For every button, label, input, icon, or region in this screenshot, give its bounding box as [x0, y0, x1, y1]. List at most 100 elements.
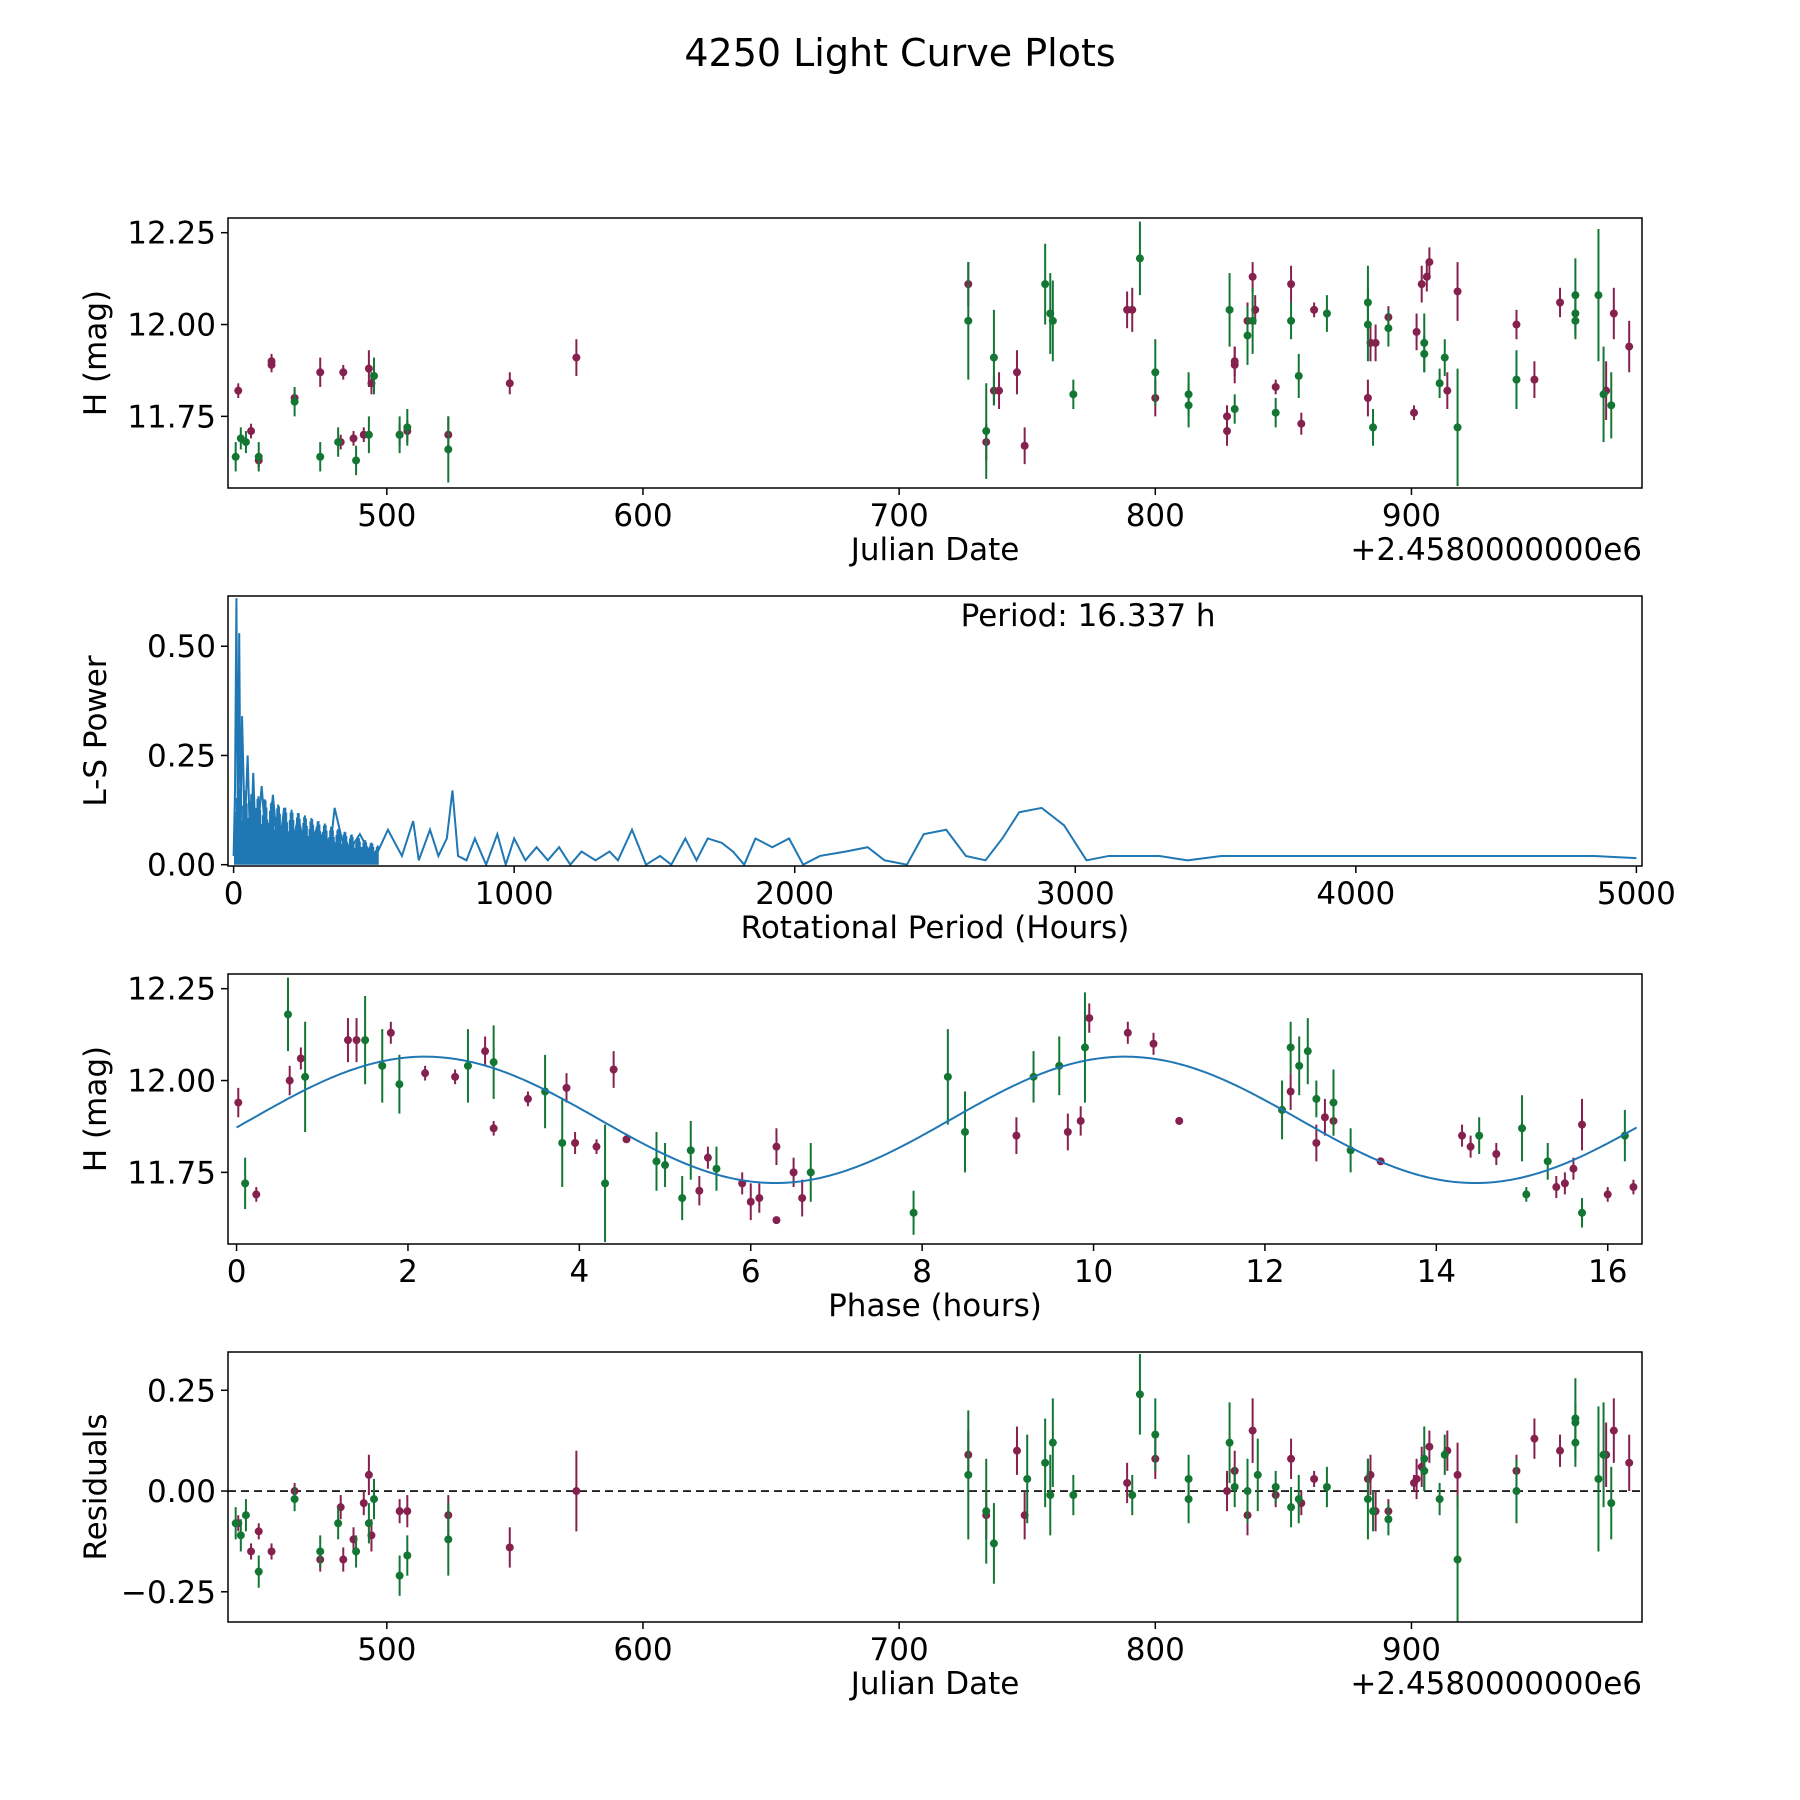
lightcurve-xtick-label-3: 800 — [1126, 498, 1185, 534]
lightcurve-filter_b-point-13 — [964, 316, 973, 325]
residuals-filter_b-point-31 — [1287, 1503, 1296, 1512]
residuals-filter_b-point-47 — [1599, 1450, 1608, 1459]
residuals-filter_b-point-35 — [1369, 1507, 1378, 1516]
folded-filter_b-point-10 — [601, 1179, 610, 1188]
folded-filter_b-point-7 — [489, 1058, 498, 1067]
residuals-filter_b-point-11 — [403, 1551, 412, 1560]
folded-plot-area — [234, 977, 1638, 1243]
periodogram-plot-area — [232, 598, 1637, 866]
residuals-filter_b-point-1 — [236, 1531, 245, 1540]
residuals-filter_b-point-15 — [989, 1539, 998, 1548]
lightcurve-filter_b-point-40 — [1453, 423, 1462, 432]
folded-filter_a-point-26 — [1012, 1131, 1021, 1140]
folded-filter_b-point-25 — [1295, 1061, 1304, 1070]
folded-filter_a-point-6 — [386, 1028, 395, 1037]
lightcurve-filter_b-point-14 — [982, 427, 991, 436]
lightcurve-panel: 500 600 700 800 900 11.75 12.00 12.25 Julian Dat… — [78, 216, 1643, 568]
residuals-filter_b-point-39 — [1435, 1495, 1444, 1504]
residuals-filter_a-point-43 — [1556, 1446, 1565, 1455]
lightcurve-filter_b-point-18 — [1048, 316, 1057, 325]
lightcurve-filter_b-point-7 — [352, 456, 361, 465]
periodogram-xtick-label-2: 2000 — [755, 876, 834, 912]
residuals-filter_a-point-12 — [395, 1507, 404, 1516]
residuals-filter_b-point-4 — [290, 1495, 299, 1504]
residuals-filter_b-point-6 — [334, 1519, 343, 1528]
folded-filter_a-point-1 — [252, 1190, 261, 1199]
residuals-filter_b-point-9 — [370, 1495, 379, 1504]
residuals-filter_b-point-46 — [1594, 1474, 1603, 1483]
lightcurve-filter_b-point-33 — [1363, 320, 1372, 329]
folded-filter_a-point-38 — [1458, 1131, 1467, 1140]
residuals-filter_b-point-5 — [316, 1547, 325, 1556]
residuals-filter_b-point-32 — [1294, 1495, 1303, 1504]
folded-filter_a-point-24 — [789, 1168, 798, 1177]
lightcurve-filter_a-point-21 — [995, 386, 1004, 395]
lightcurve-filter_b-point-3 — [254, 452, 263, 461]
residuals-filter_b-point-12 — [444, 1535, 453, 1544]
lightcurve-filter_a-point-23 — [1020, 441, 1029, 450]
folded-filter_a-point-12 — [562, 1083, 571, 1092]
folded-filter_a-point-18 — [703, 1153, 712, 1162]
periodogram-ytick-label-1: 0.25 — [147, 738, 216, 774]
residuals-filter_a-point-3 — [267, 1547, 276, 1556]
residuals-filter_b-point-36 — [1384, 1515, 1393, 1524]
folded-filter_a-point-33 — [1286, 1087, 1295, 1096]
residuals-filter_b-point-38 — [1420, 1466, 1429, 1475]
folded-filter_a-point-5 — [352, 1036, 361, 1045]
periodogram-xtick-label-0: 0 — [224, 876, 244, 912]
folded-filter_a-point-16 — [622, 1135, 631, 1144]
residuals-filter_a-point-38 — [1425, 1442, 1434, 1451]
folded-filter_a-point-40 — [1492, 1150, 1501, 1158]
folded-ytick-label-1: 12.00 — [127, 1064, 216, 1100]
folded-filter_a-point-45 — [1603, 1190, 1612, 1199]
periodogram-xtick-label-4: 4000 — [1316, 876, 1395, 912]
residuals-xtick-label-1: 600 — [613, 1632, 672, 1668]
lightcurve-filter_b-point-5 — [316, 452, 325, 461]
folded-filter_a-point-10 — [489, 1124, 498, 1133]
lightcurve-filter_b-point-31 — [1322, 309, 1331, 318]
residuals-filter_b-point-30 — [1271, 1483, 1280, 1491]
lightcurve-filter_b-point-26 — [1243, 331, 1252, 340]
folded-filter_b-point-33 — [1543, 1157, 1552, 1166]
residuals-filter_b-point-17 — [1041, 1458, 1050, 1467]
folded-filter_b-point-16 — [806, 1168, 815, 1177]
residuals-panel: 500 600 700 800 900 −0.25 0.00 0.25 Julian Date R… — [78, 1351, 1643, 1702]
lightcurve-filter_a-point-36 — [1297, 419, 1306, 428]
folded-filter_b-point-24 — [1286, 1043, 1295, 1052]
lightcurve-filter_a-point-28 — [1223, 412, 1232, 421]
folded-xtick-label-4: 8 — [912, 1254, 932, 1290]
residuals-filter_a-point-40 — [1453, 1470, 1462, 1479]
lightcurve-filter_a-point-50 — [1530, 375, 1539, 384]
folded-filter_b-point-17 — [909, 1208, 918, 1217]
residuals-filter_a-point-45 — [1609, 1426, 1618, 1435]
lightcurve-filter_b-point-46 — [1599, 390, 1608, 399]
lightcurve-filter_b-point-6 — [334, 438, 343, 447]
folded-filter_b-point-12 — [661, 1161, 670, 1170]
folded-filter_a-point-13 — [571, 1138, 580, 1147]
folded-filter_b-point-1 — [283, 1010, 292, 1019]
lightcurve-filter_b-point-39 — [1440, 353, 1449, 362]
folded-filter_b-point-30 — [1475, 1131, 1484, 1140]
lightcurve-offset-text: +2.4580000000e6 — [1350, 532, 1642, 568]
folded-filter_b-point-26 — [1303, 1047, 1312, 1056]
folded-panel: 0 2 4 6 8 10 12 14 16 11.75 12.00 12.25 Phase (hours… — [78, 972, 1643, 1324]
lightcurve-filter_a-point-47 — [1443, 386, 1452, 395]
lightcurve-filter_b-point-28 — [1271, 408, 1280, 417]
folded-filter_a-point-0 — [234, 1098, 243, 1107]
lightcurve-filter_b-point-16 — [1041, 280, 1050, 289]
residuals-filter_b-point-8 — [364, 1519, 373, 1528]
folded-xtick-label-7: 14 — [1417, 1254, 1456, 1290]
lightcurve-filter_a-point-0 — [234, 386, 243, 395]
lightcurve-filter_b-point-23 — [1184, 390, 1193, 399]
periodogram-ytick-label-0: 0.00 — [147, 848, 216, 884]
residuals-filter_b-point-23 — [1151, 1430, 1160, 1439]
residuals-xtick-label-4: 900 — [1382, 1632, 1441, 1668]
residuals-filter_b-point-28 — [1243, 1487, 1252, 1496]
lightcurve-filter_a-point-34 — [1271, 382, 1280, 391]
residuals-filter_b-point-33 — [1322, 1483, 1331, 1491]
folded-filter_a-point-8 — [451, 1072, 460, 1081]
lightcurve-filter_a-point-30 — [1230, 357, 1239, 366]
periodogram-period-annotation: Period: 16.337 h — [961, 598, 1216, 634]
lightcurve-filter_b-point-12 — [444, 445, 453, 454]
